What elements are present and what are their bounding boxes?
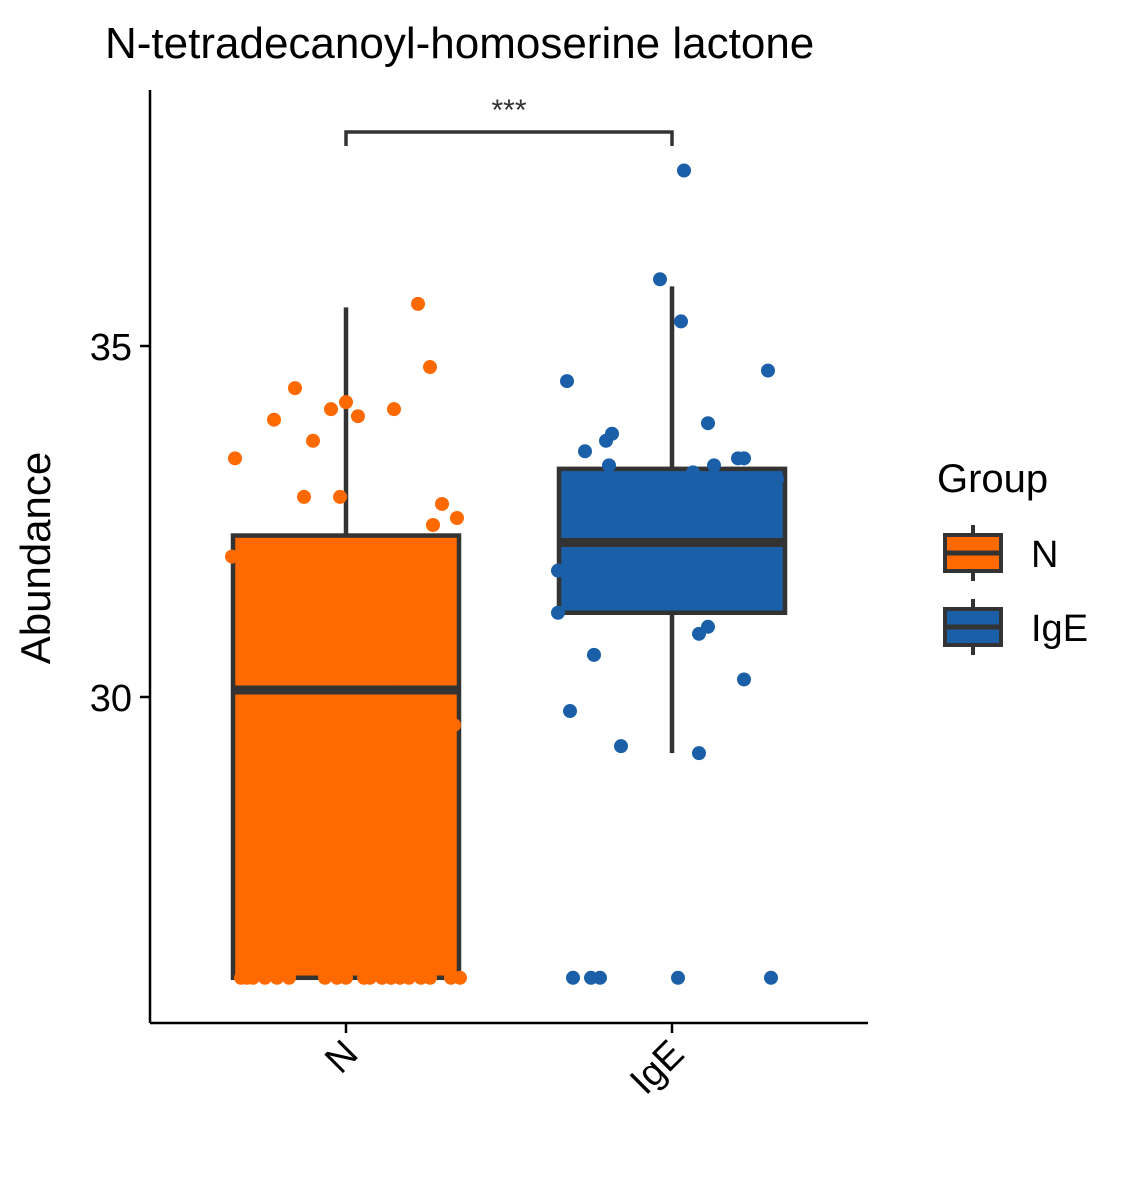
data-point [602, 458, 616, 473]
legend-label: IgE [1031, 608, 1088, 650]
data-point [390, 672, 404, 687]
data-point [614, 739, 628, 754]
data-point [387, 402, 401, 417]
data-point [719, 595, 733, 610]
data-point [270, 970, 284, 985]
significance-label: *** [491, 94, 526, 127]
legend-keys: N IgE [943, 525, 1088, 655]
data-point [423, 970, 437, 985]
data-point [692, 746, 706, 761]
data-point [282, 970, 296, 985]
data-point [551, 563, 565, 578]
data-point [551, 605, 565, 620]
data-point [306, 433, 320, 448]
data-point [333, 489, 347, 504]
data-point [351, 409, 365, 424]
data-point [653, 272, 667, 287]
data-point [267, 412, 281, 427]
data-point [737, 451, 751, 466]
data-point [701, 619, 715, 634]
data-point [297, 489, 311, 504]
x-tick-label: IgE [622, 1033, 692, 1103]
data-point [453, 970, 467, 985]
x-tick-label: N [317, 1033, 366, 1082]
jitter-points [225, 163, 785, 985]
data-point [339, 970, 353, 985]
bracket-line [344, 130, 674, 146]
legend-title: Group [937, 457, 1048, 501]
legend: Group N IgE [937, 457, 1088, 655]
data-point [447, 718, 461, 733]
data-point [605, 426, 619, 441]
data-point [674, 314, 688, 329]
data-point [701, 416, 715, 431]
data-point [560, 374, 574, 389]
data-point [435, 496, 449, 511]
data-point [671, 970, 685, 985]
plot-area: 30 35 N IgE *** [90, 90, 868, 1103]
data-point [324, 402, 338, 417]
box-n [230, 533, 462, 981]
data-point [450, 510, 464, 525]
data-point [677, 163, 691, 178]
data-point [770, 472, 784, 487]
data-point [411, 296, 425, 311]
y-axis-title: Abundance [12, 452, 59, 665]
data-point [246, 970, 260, 985]
data-point [288, 381, 302, 396]
data-point [764, 970, 778, 985]
data-point [426, 518, 440, 533]
data-point [402, 970, 416, 985]
data-point [707, 458, 721, 473]
significance-bracket: *** [344, 94, 674, 146]
y-tick-label: 30 [90, 678, 132, 720]
chart-title: N-tetradecanoyl-homoserine lactone [105, 19, 814, 68]
data-point [686, 465, 700, 480]
y-ticks: 30 35 [90, 327, 150, 720]
data-point [566, 970, 580, 985]
data-point [228, 451, 242, 466]
data-point [363, 970, 377, 985]
legend-label: N [1031, 534, 1058, 576]
data-point [225, 549, 239, 564]
data-point [563, 704, 577, 719]
data-point [258, 970, 272, 985]
data-point [318, 970, 332, 985]
data-point [593, 970, 607, 985]
data-point [423, 360, 437, 375]
y-tick-label: 35 [90, 327, 132, 369]
data-point [587, 647, 601, 662]
data-point [737, 672, 751, 687]
data-point [578, 444, 592, 459]
data-point [761, 363, 775, 378]
data-point [339, 395, 353, 410]
x-ticks: N IgE [317, 1023, 692, 1103]
